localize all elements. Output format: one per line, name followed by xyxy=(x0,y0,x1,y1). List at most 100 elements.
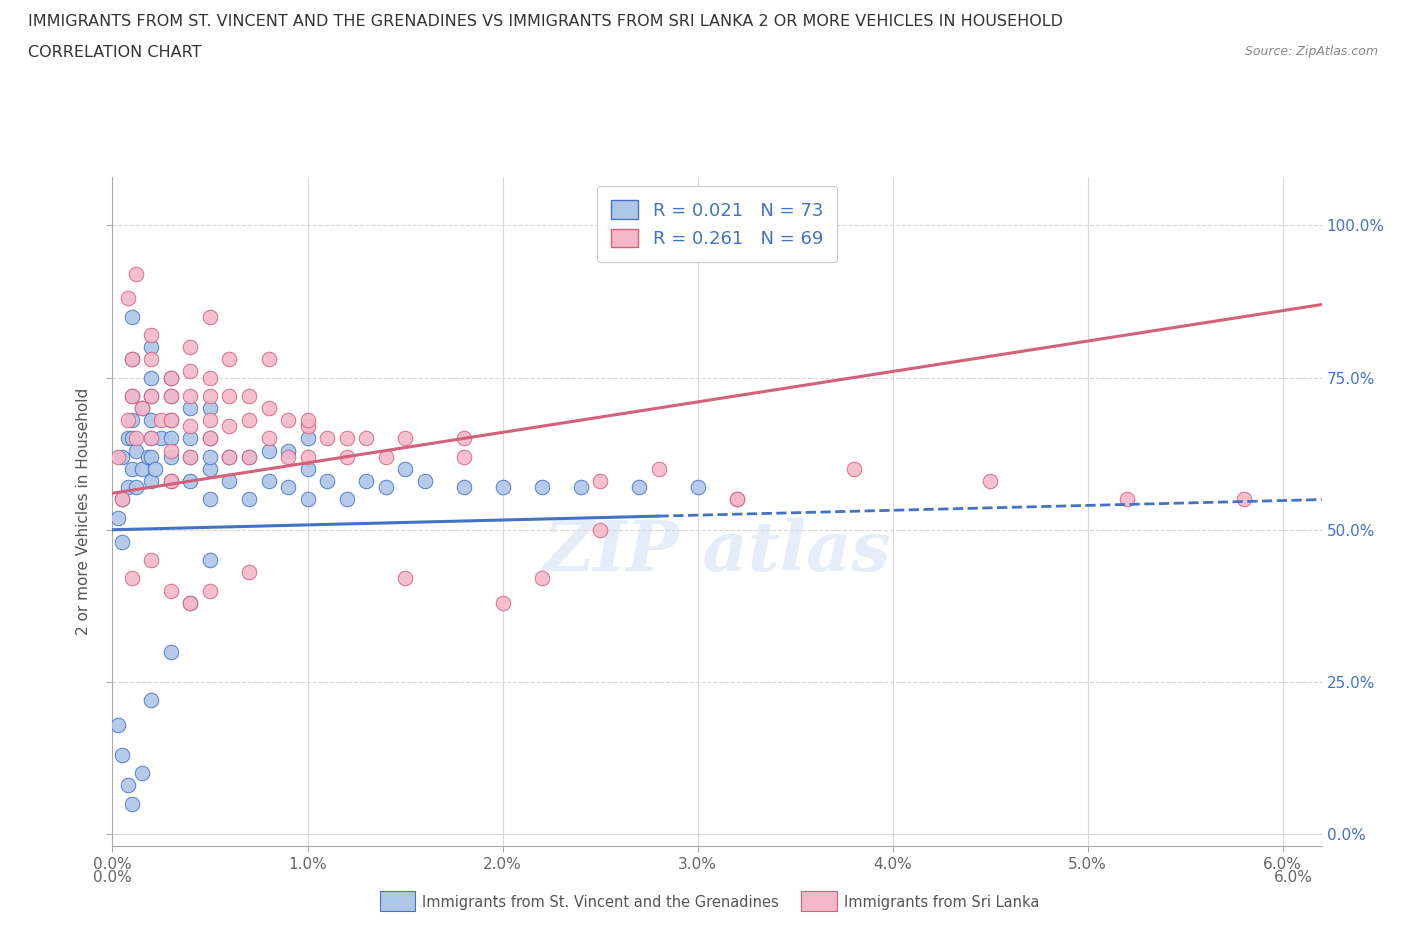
Point xyxy=(179,473,201,488)
Point xyxy=(141,431,163,445)
Point xyxy=(141,389,163,404)
Point xyxy=(257,401,280,416)
Point xyxy=(218,449,240,464)
Point xyxy=(218,352,240,366)
Point xyxy=(131,401,153,416)
Point xyxy=(198,413,221,428)
Point xyxy=(257,352,280,366)
Point xyxy=(218,449,240,464)
Point xyxy=(160,370,183,385)
Point xyxy=(121,461,143,476)
Point xyxy=(160,444,183,458)
Point xyxy=(141,693,163,708)
Point xyxy=(453,449,475,464)
Point xyxy=(257,444,280,458)
Point xyxy=(141,327,163,342)
Text: 6.0%: 6.0% xyxy=(1274,870,1313,884)
Text: Immigrants from St. Vincent and the Grenadines: Immigrants from St. Vincent and the Gren… xyxy=(422,895,779,910)
Point xyxy=(198,431,221,445)
Point xyxy=(117,480,139,495)
Point xyxy=(647,461,669,476)
Text: Source: ZipAtlas.com: Source: ZipAtlas.com xyxy=(1244,45,1378,58)
Point xyxy=(297,492,319,507)
Point xyxy=(297,461,319,476)
Point xyxy=(238,492,260,507)
Point xyxy=(491,595,513,610)
Point xyxy=(160,473,183,488)
Point xyxy=(198,449,221,464)
Point xyxy=(145,461,167,476)
Point xyxy=(686,480,709,495)
Point xyxy=(107,511,129,525)
Point xyxy=(979,473,1001,488)
Point xyxy=(316,473,339,488)
Point xyxy=(121,413,143,428)
Point xyxy=(125,444,148,458)
Point xyxy=(335,492,357,507)
Point xyxy=(121,389,143,404)
Point xyxy=(179,418,201,433)
Point xyxy=(179,431,201,445)
Point xyxy=(141,431,163,445)
Point xyxy=(121,310,143,325)
Point xyxy=(117,778,139,793)
Point xyxy=(179,595,201,610)
Point xyxy=(160,389,183,404)
Point xyxy=(141,352,163,366)
Point xyxy=(160,473,183,488)
Point xyxy=(277,449,299,464)
Point xyxy=(530,571,553,586)
Text: ZIP atlas: ZIP atlas xyxy=(543,518,891,585)
Point xyxy=(374,480,396,495)
Point xyxy=(354,431,377,445)
Point xyxy=(179,401,201,416)
Point xyxy=(297,449,319,464)
Point xyxy=(111,492,134,507)
Point xyxy=(160,644,183,659)
Point xyxy=(1233,492,1256,507)
Y-axis label: 2 or more Vehicles in Household: 2 or more Vehicles in Household xyxy=(76,388,91,635)
Text: Immigrants from Sri Lanka: Immigrants from Sri Lanka xyxy=(844,895,1039,910)
Point xyxy=(117,413,139,428)
Point xyxy=(297,418,319,433)
Point xyxy=(218,473,240,488)
Point xyxy=(198,389,221,404)
Point xyxy=(107,717,129,732)
Text: CORRELATION CHART: CORRELATION CHART xyxy=(28,45,201,60)
Point xyxy=(413,473,436,488)
Point xyxy=(111,492,134,507)
Point xyxy=(160,389,183,404)
Point xyxy=(160,449,183,464)
Point xyxy=(257,473,280,488)
Point xyxy=(150,431,173,445)
Point xyxy=(141,389,163,404)
Point xyxy=(198,401,221,416)
Point xyxy=(179,595,201,610)
Point xyxy=(218,389,240,404)
Point xyxy=(198,461,221,476)
Point xyxy=(238,565,260,579)
Point xyxy=(198,492,221,507)
Point xyxy=(277,480,299,495)
Point xyxy=(117,431,139,445)
Point xyxy=(842,461,865,476)
Point xyxy=(198,310,221,325)
Point xyxy=(141,413,163,428)
Point xyxy=(297,413,319,428)
Point xyxy=(160,413,183,428)
Point xyxy=(121,352,143,366)
Point xyxy=(316,431,339,445)
Point xyxy=(117,291,139,306)
Point xyxy=(179,449,201,464)
Point xyxy=(136,449,159,464)
Point xyxy=(335,449,357,464)
Point xyxy=(354,473,377,488)
Point xyxy=(394,431,416,445)
Point xyxy=(160,413,183,428)
Point xyxy=(589,473,612,488)
Point xyxy=(198,370,221,385)
Point xyxy=(131,401,153,416)
Point xyxy=(125,431,148,445)
Point xyxy=(394,571,416,586)
Point xyxy=(277,444,299,458)
